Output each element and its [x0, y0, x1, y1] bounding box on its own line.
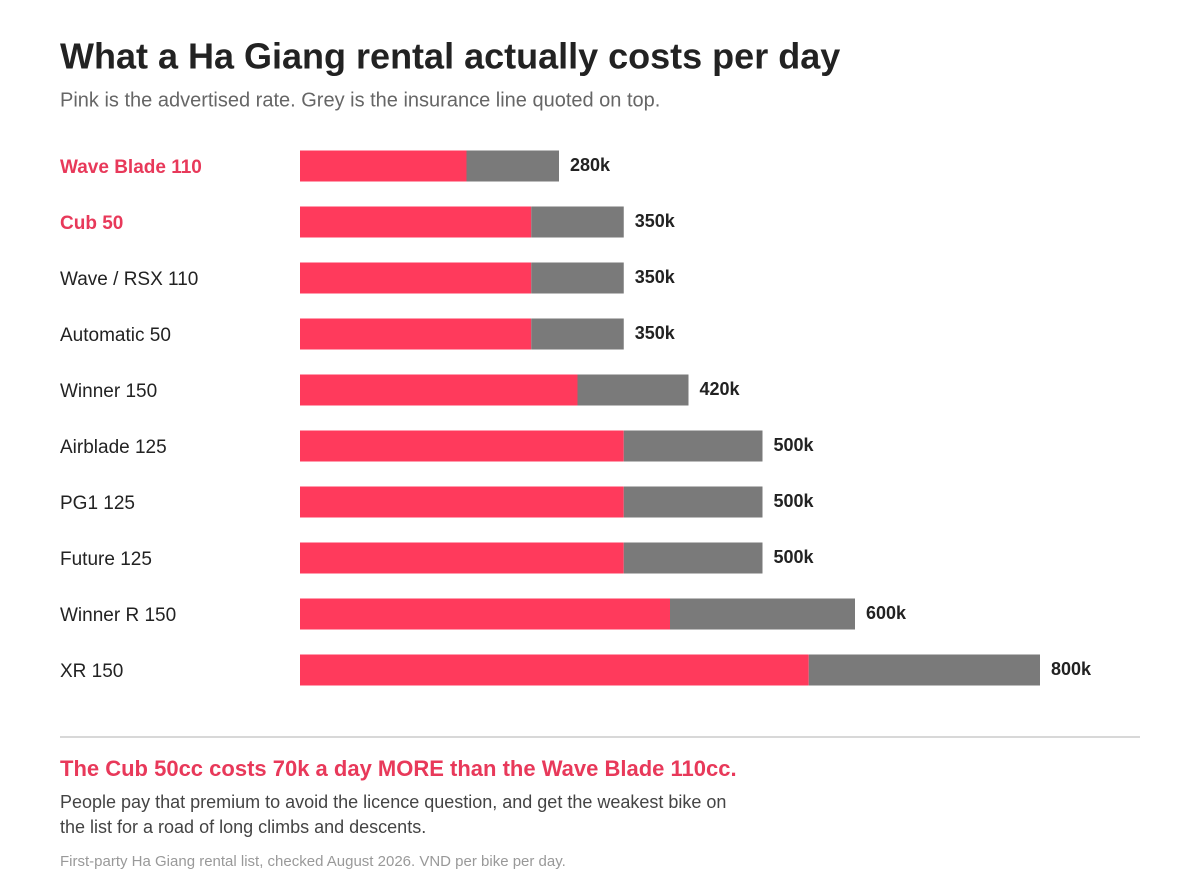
total-label: 350k: [635, 323, 676, 343]
bar-segment: [623, 542, 763, 574]
bar-segment: [623, 486, 763, 518]
bar-segment: [300, 542, 624, 574]
bar-segment: [300, 318, 532, 350]
total-label: 420k: [700, 379, 741, 399]
chart-subtitle: Pink is the advertised rate. Grey is the…: [60, 89, 660, 111]
callout: The Cub 50cc costs 70k a day MORE than t…: [60, 756, 737, 781]
category-label: Automatic 50: [60, 325, 171, 346]
bar-segment: [300, 430, 624, 462]
category-label: Future 125: [60, 549, 152, 570]
total-label: 600k: [866, 603, 907, 623]
bar-segment: [466, 150, 559, 182]
total-label: 500k: [774, 435, 815, 455]
body-text: the list for a road of long climbs and d…: [60, 817, 426, 837]
total-label: 280k: [570, 155, 611, 175]
total-label: 800k: [1051, 659, 1092, 679]
total-label: 500k: [774, 491, 815, 511]
source: First-party Ha Giang rental list, checke…: [60, 853, 566, 870]
bar-segment: [300, 262, 532, 294]
category-label: Wave Blade 110: [60, 157, 202, 178]
bar-segment: [300, 206, 532, 238]
bar-segment: [300, 486, 624, 518]
total-label: 350k: [635, 267, 676, 287]
bar-segment: [300, 374, 578, 406]
total-label: 500k: [774, 547, 815, 567]
category-label: XR 150: [60, 661, 123, 682]
bar-segment: [531, 262, 624, 294]
bar-segment: [300, 654, 809, 686]
category-label: Winner 150: [60, 381, 157, 402]
category-label: Wave / RSX 110: [60, 269, 198, 290]
bar-segment: [623, 430, 763, 462]
chart-title: What a Ha Giang rental actually costs pe…: [60, 36, 840, 77]
category-label: Airblade 125: [60, 437, 167, 458]
total-label: 350k: [635, 211, 676, 231]
body-text: People pay that premium to avoid the lic…: [60, 792, 726, 812]
bar-segment: [670, 598, 855, 630]
bar-segment: [531, 206, 624, 238]
bar-segment: [808, 654, 1040, 686]
bar-segment: [531, 318, 624, 350]
bar-segment: [300, 150, 467, 182]
category-label: Winner R 150: [60, 605, 176, 626]
category-label: Cub 50: [60, 213, 123, 234]
bar-segment: [300, 598, 670, 630]
bar-segment: [577, 374, 689, 406]
category-label: PG1 125: [60, 493, 135, 514]
